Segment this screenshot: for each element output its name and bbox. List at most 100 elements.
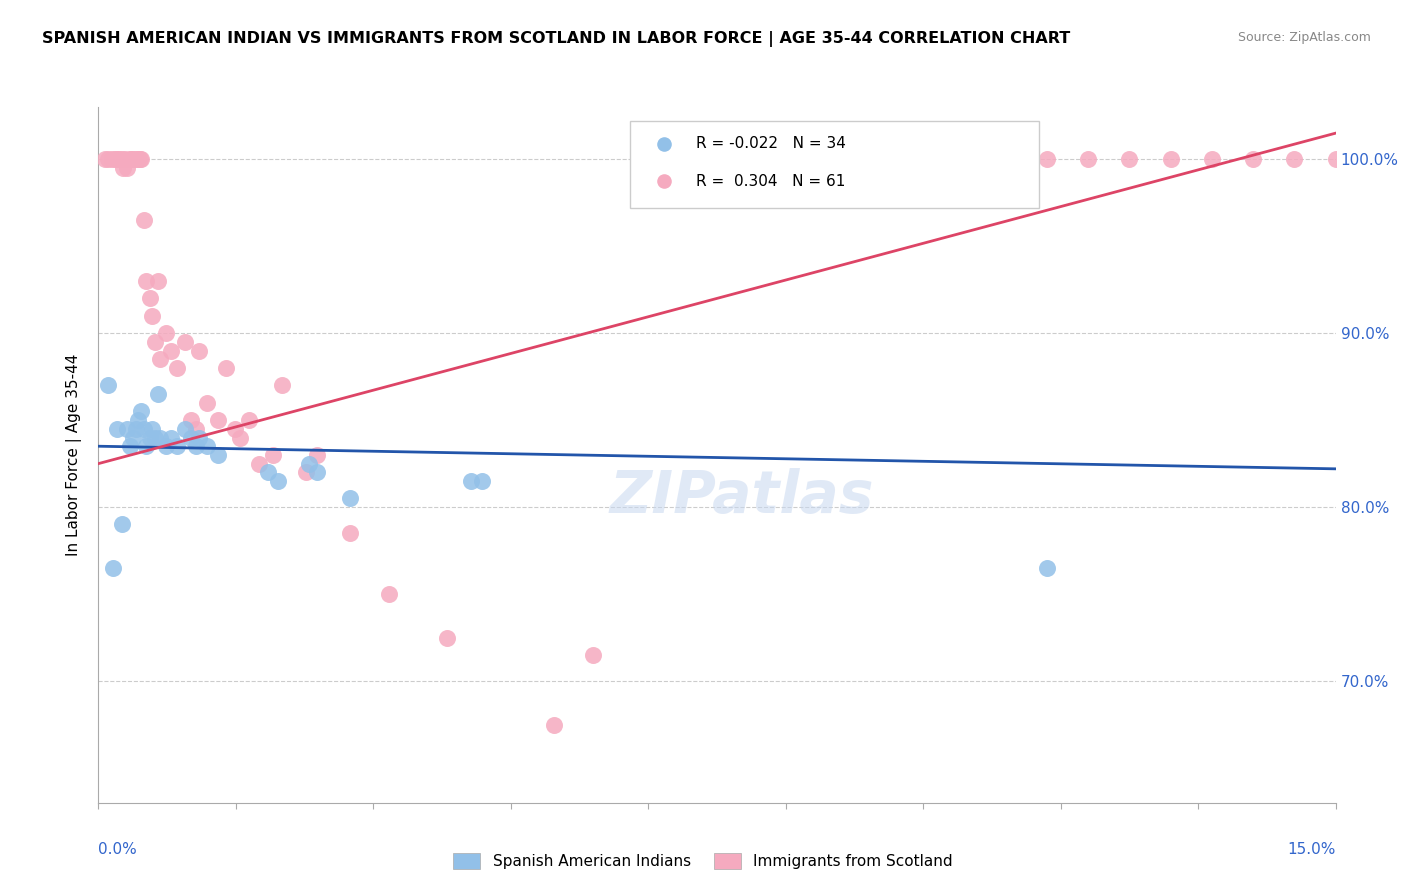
Point (110, 517, 132, 532)
Point (118, 152, 141, 166)
Point (135, 274, 157, 288)
Point (135, 439, 157, 453)
Point (188, 430, 211, 444)
Point (97, 152, 120, 166)
Point (174, 334, 197, 349)
Text: SPANISH AMERICAN INDIAN VS IMMIGRANTS FROM SCOTLAND IN LABOR FORCE | AGE 35-44 C: SPANISH AMERICAN INDIAN VS IMMIGRANTS FR… (42, 31, 1070, 47)
Point (339, 491, 361, 506)
Point (127, 152, 149, 166)
Point (747, 152, 769, 166)
Point (471, 474, 494, 488)
Point (127, 413, 149, 427)
Point (830, 152, 852, 166)
Point (100, 152, 122, 166)
Point (160, 430, 183, 444)
Point (1324, 152, 1347, 166)
Point (229, 430, 252, 444)
Point (180, 413, 202, 427)
Point (138, 430, 160, 444)
Point (132, 213, 155, 227)
Point (155, 439, 177, 453)
Point (141, 309, 163, 323)
Point (1241, 152, 1264, 166)
Point (378, 587, 401, 601)
Point (143, 430, 166, 444)
Point (247, 457, 270, 471)
Text: R = -0.022   N = 34: R = -0.022 N = 34 (696, 136, 846, 152)
Point (256, 465, 278, 479)
Point (789, 152, 811, 166)
Point (146, 387, 169, 401)
Legend: Spanish American Indians, Immigrants from Scotland: Spanish American Indians, Immigrants fro… (447, 847, 959, 875)
Point (305, 465, 328, 479)
Point (262, 448, 284, 462)
Point (207, 413, 229, 427)
Text: R =  0.304   N = 61: R = 0.304 N = 61 (696, 174, 845, 189)
Point (118, 439, 141, 453)
Point (270, 378, 292, 392)
Point (174, 422, 197, 436)
Point (1284, 152, 1306, 166)
Point (1036, 152, 1059, 166)
Point (128, 152, 150, 166)
Point (105, 422, 128, 436)
Point (184, 439, 207, 453)
Point (166, 360, 188, 375)
Point (188, 343, 211, 358)
Point (110, 152, 132, 166)
Point (160, 343, 183, 358)
Text: Source: ZipAtlas.com: Source: ZipAtlas.com (1237, 31, 1371, 45)
Point (295, 465, 318, 479)
Point (105, 152, 128, 166)
Point (215, 360, 238, 375)
Point (94, 152, 117, 166)
Point (207, 448, 229, 462)
Point (582, 648, 605, 662)
Point (436, 631, 458, 645)
Point (114, 152, 136, 166)
Point (155, 326, 177, 340)
Point (238, 413, 260, 427)
Point (1160, 152, 1182, 166)
Point (112, 161, 135, 175)
Point (298, 457, 321, 471)
Point (141, 422, 163, 436)
Point (124, 422, 146, 436)
Point (195, 439, 218, 453)
Point (97, 378, 120, 392)
Point (195, 395, 218, 409)
Point (122, 152, 145, 166)
Point (143, 334, 166, 349)
Text: 15.0%: 15.0% (1288, 842, 1336, 856)
Point (104, 152, 127, 166)
Point (131, 404, 153, 418)
Point (305, 448, 328, 462)
Point (460, 474, 482, 488)
Point (1201, 152, 1223, 166)
Point (149, 352, 172, 367)
Point (1077, 152, 1099, 166)
Point (180, 430, 202, 444)
Point (120, 152, 142, 166)
Point (131, 152, 153, 166)
Point (117, 422, 139, 436)
Point (1036, 561, 1059, 575)
Point (267, 474, 290, 488)
Text: 0.0%: 0.0% (98, 842, 138, 856)
Point (994, 152, 1017, 166)
Point (117, 161, 139, 175)
Y-axis label: In Labor Force | Age 35-44: In Labor Force | Age 35-44 (66, 354, 83, 556)
Point (108, 152, 131, 166)
Point (138, 291, 160, 305)
Point (122, 430, 145, 444)
Point (912, 152, 935, 166)
FancyBboxPatch shape (630, 121, 1039, 208)
Point (124, 152, 146, 166)
Point (665, 152, 688, 166)
Point (339, 526, 361, 541)
Point (132, 422, 155, 436)
Point (224, 422, 246, 436)
Point (166, 439, 188, 453)
Point (149, 430, 172, 444)
Point (184, 422, 207, 436)
